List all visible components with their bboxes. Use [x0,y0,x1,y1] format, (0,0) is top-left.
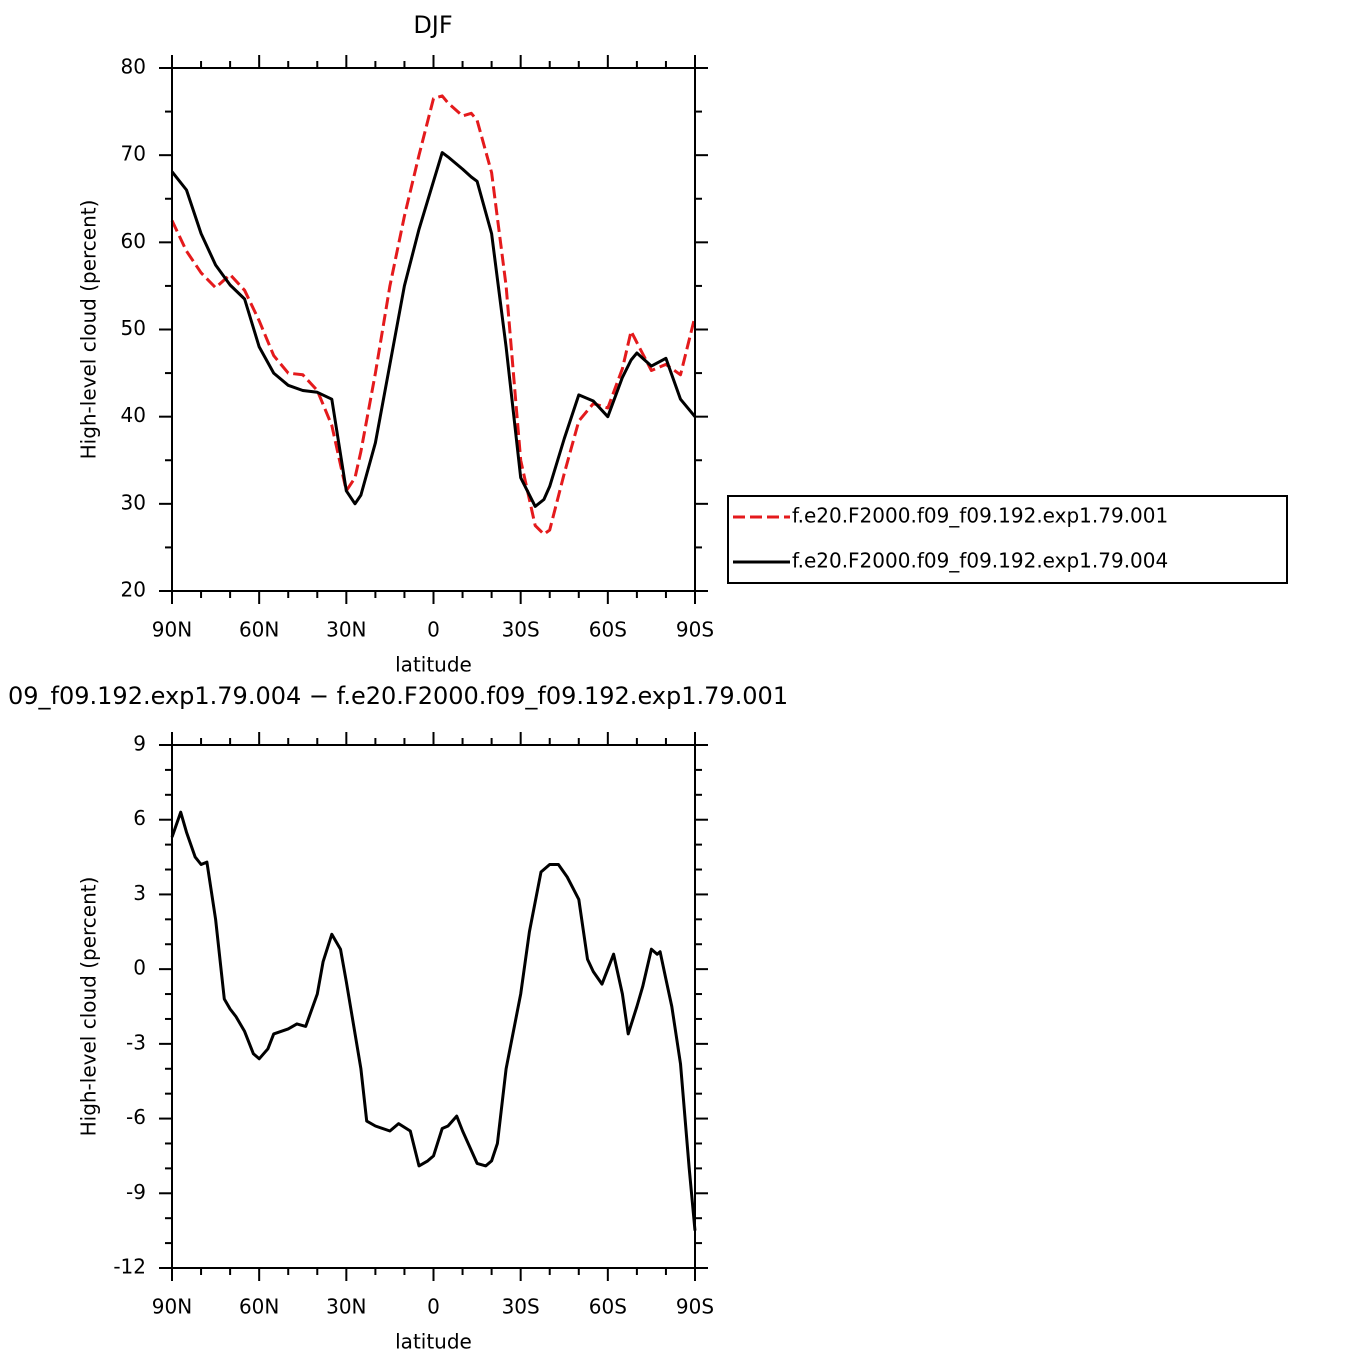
y-tick-label: 30 [121,490,146,514]
x-tick-label: 30S [502,1295,540,1319]
y-tick-label: 9 [133,732,146,756]
x-tick-label: 60S [589,1295,627,1319]
y-tick-label: -3 [126,1030,146,1054]
x-tick-label: 30N [326,1295,366,1319]
y-tick-label: 80 [121,55,146,79]
plot-frame [171,744,696,1269]
y-tick-label: 20 [121,578,146,602]
x-tick-label: 60N [239,618,279,642]
plot-frame [171,67,696,592]
x-tick-label: 0 [427,1295,440,1319]
x-axis-label: latitude [395,653,472,677]
y-tick-label: 3 [133,881,146,905]
x-tick-label: 90S [676,618,714,642]
legend-box [727,495,1288,584]
x-tick-label: 0 [427,618,440,642]
y-tick-label: 40 [121,403,146,427]
x-tick-label: 90N [152,618,192,642]
x-tick-label: 90S [676,1295,714,1319]
y-axis-label: High-level cloud (percent) [77,200,101,460]
data-line [170,151,697,508]
y-tick-label: 6 [133,806,146,830]
y-tick-label: -6 [126,1105,146,1129]
y-axis-label: High-level cloud (percent) [77,877,101,1137]
y-tick-label: 70 [121,142,146,166]
x-tick-label: 60S [589,618,627,642]
x-tick-label: 30S [502,618,540,642]
x-tick-label: 30N [326,618,366,642]
data-line [170,94,697,536]
legend-label: f.e20.F2000.f09_f09.192.exp1.79.001 [792,504,1168,528]
y-tick-label: -9 [126,1180,146,1204]
chart-title: 09_f09.192.exp1.79.004 − f.e20.F2000.f09… [8,682,788,710]
data-line [170,810,697,1231]
x-axis-label: latitude [395,1330,472,1354]
y-tick-label: 0 [133,956,146,980]
x-tick-label: 90N [152,1295,192,1319]
y-tick-label: 60 [121,229,146,253]
chart-title: DJF [413,11,452,39]
y-tick-label: -12 [113,1255,146,1279]
legend-label: f.e20.F2000.f09_f09.192.exp1.79.004 [792,549,1168,573]
y-tick-label: 50 [121,316,146,340]
x-tick-label: 60N [239,1295,279,1319]
